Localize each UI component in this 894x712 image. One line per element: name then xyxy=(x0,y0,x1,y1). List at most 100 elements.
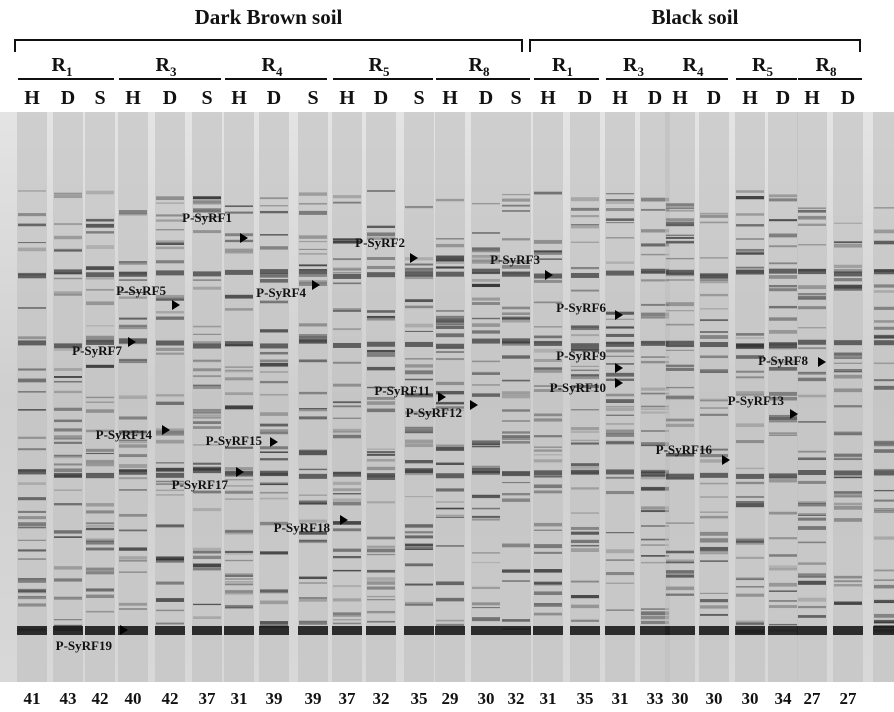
gel-band xyxy=(405,531,433,534)
gel-band xyxy=(156,598,184,602)
gel-band xyxy=(736,537,764,540)
gel-band xyxy=(641,487,669,489)
lane-label: D xyxy=(707,87,721,109)
gel-band xyxy=(798,580,826,585)
gel-band xyxy=(225,498,253,500)
gel-band xyxy=(86,245,114,249)
gel-band xyxy=(260,269,288,275)
gel-band xyxy=(119,529,147,532)
gel-band xyxy=(874,240,894,245)
lane-count: 27 xyxy=(804,689,822,708)
gel-band xyxy=(570,626,600,635)
gel-band xyxy=(260,275,288,278)
gel-band xyxy=(502,471,530,477)
gel-band xyxy=(834,352,862,356)
gel-band xyxy=(18,578,46,583)
gel-band xyxy=(700,398,728,402)
gel-band xyxy=(798,514,826,517)
gel-band xyxy=(700,371,728,374)
gel-band xyxy=(436,514,464,517)
gel-band xyxy=(834,340,862,346)
gel-band xyxy=(472,268,500,274)
gel-band xyxy=(606,405,634,408)
gel-band xyxy=(367,536,395,540)
gel-band xyxy=(666,207,694,209)
gel-band xyxy=(571,207,599,211)
gel-band xyxy=(225,467,253,471)
gel-band xyxy=(798,244,826,246)
gel-band xyxy=(333,268,361,272)
gel-band xyxy=(367,401,395,405)
gel-band xyxy=(769,565,797,569)
gel-band xyxy=(54,530,82,533)
replicate-label: R3 xyxy=(156,54,177,79)
gel-band xyxy=(260,551,288,555)
gel-band xyxy=(834,370,862,373)
gel-band xyxy=(798,296,826,300)
gel-band xyxy=(472,254,500,258)
gel-band xyxy=(119,416,147,420)
gel-band xyxy=(502,569,530,573)
gel-band xyxy=(405,548,433,550)
gel-band xyxy=(54,277,82,280)
gel-band xyxy=(86,540,114,545)
band-arrow xyxy=(340,515,348,525)
replicate-subscript: 1 xyxy=(566,64,573,79)
gel-band xyxy=(700,355,728,359)
gel-band xyxy=(436,198,464,202)
lane-label: H xyxy=(742,87,758,109)
gel-band xyxy=(367,610,395,614)
gel-band xyxy=(405,427,433,432)
gel-band xyxy=(534,581,562,585)
gel-band xyxy=(333,267,361,270)
gel-band xyxy=(333,361,361,364)
band-label: P-SyRF11 xyxy=(374,383,430,398)
lane-label: D xyxy=(578,87,592,109)
gel-band xyxy=(18,368,46,371)
lane-count: 39 xyxy=(305,689,322,708)
gel-band xyxy=(225,392,253,396)
gel-band xyxy=(119,271,147,277)
band-label: P-SyRF17 xyxy=(172,477,229,492)
gel-band xyxy=(225,591,253,595)
gel-band xyxy=(367,190,395,192)
gel-band xyxy=(571,439,599,442)
gel-band xyxy=(436,358,464,361)
gel-band xyxy=(156,581,184,585)
gel-band xyxy=(193,215,221,218)
gel-band xyxy=(119,325,147,330)
gel-band xyxy=(299,531,327,535)
gel-band xyxy=(534,326,562,328)
gel-lane xyxy=(192,112,222,682)
gel-band xyxy=(666,222,694,226)
gel-band xyxy=(641,555,669,557)
gel-band xyxy=(700,215,728,218)
gel-band xyxy=(260,394,288,396)
gel-band xyxy=(874,468,894,471)
gel-band xyxy=(736,577,764,580)
gel-band xyxy=(436,315,464,320)
gel-band xyxy=(54,235,82,240)
gel-band xyxy=(86,219,114,222)
gel-band xyxy=(666,209,694,212)
gel-lane xyxy=(833,112,863,682)
gel-band xyxy=(834,580,862,583)
gel-band xyxy=(193,490,221,494)
gel-band xyxy=(54,349,82,351)
gel-band xyxy=(193,414,221,416)
gel-band xyxy=(193,271,221,277)
gel-band xyxy=(571,580,599,583)
replicate-label: R1 xyxy=(52,54,73,79)
gel-band xyxy=(798,597,826,602)
gel-band xyxy=(119,432,147,436)
gel-band xyxy=(367,315,395,319)
band-arrow xyxy=(172,300,180,310)
gel-band xyxy=(798,457,826,461)
gel-band xyxy=(769,347,797,350)
gel-band xyxy=(367,577,395,581)
replicate-label: R5 xyxy=(369,54,390,79)
gel-band xyxy=(299,335,327,339)
gel-band xyxy=(156,431,184,435)
gel-band xyxy=(86,510,114,514)
gel-band xyxy=(54,503,82,506)
